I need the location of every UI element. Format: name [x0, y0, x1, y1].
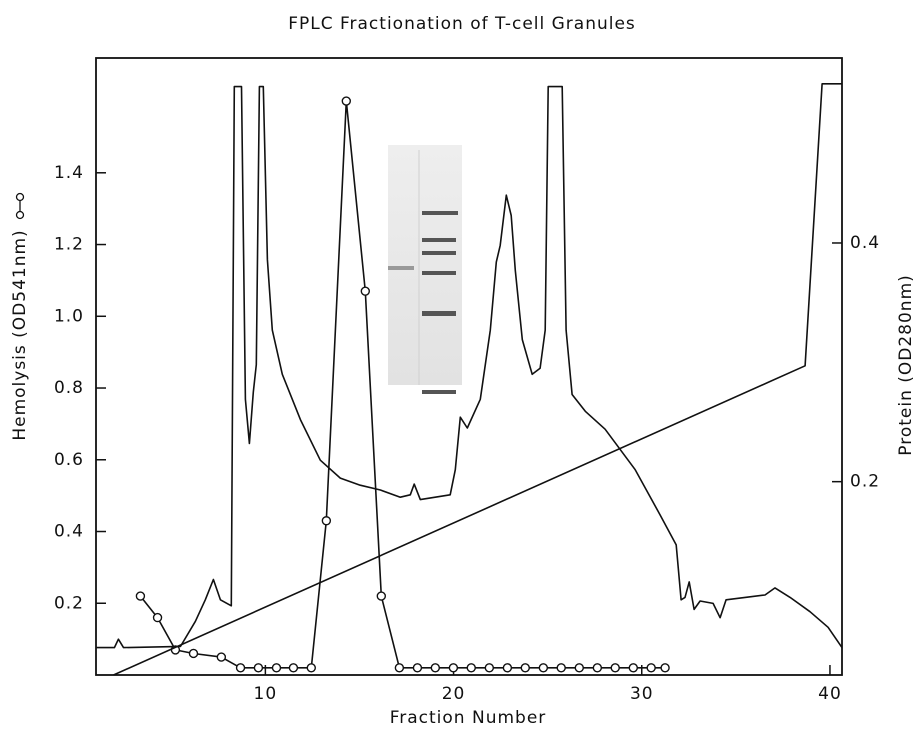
x-axis-label: Fraction Number [390, 708, 547, 728]
data-point [360, 286, 371, 296]
data-point [660, 663, 670, 673]
y-tick-label: 0.2 [54, 593, 84, 613]
data-point [341, 96, 351, 106]
y2-tick-label: 0.4 [850, 233, 880, 253]
x-tick-label: 20 [442, 684, 466, 704]
y-tick-label: 1.4 [54, 163, 84, 183]
gel-inset [388, 145, 462, 394]
data-point [412, 663, 423, 673]
plot-frame [95, 57, 843, 676]
data-point [574, 663, 584, 673]
y-legend-symbol [15, 192, 25, 220]
data-point [628, 663, 638, 673]
data-point [646, 663, 656, 673]
data-point [430, 663, 441, 673]
data-point [448, 663, 459, 673]
y-tick-label: 0.4 [54, 522, 84, 542]
data-point [502, 663, 513, 673]
y-axis-label: Hemolysis (OD541nm) [10, 229, 30, 440]
y-tick-label: 0.8 [54, 378, 84, 398]
data-point [376, 591, 387, 601]
y2-axis-label: Protein (OD280nm) [896, 274, 916, 456]
data-point [306, 663, 316, 673]
data-point [466, 663, 476, 673]
data-point [394, 663, 405, 673]
data-point [592, 663, 603, 673]
x-tick-label: 10 [254, 684, 278, 704]
y-tick-label: 1.2 [54, 235, 84, 255]
data-point [216, 652, 227, 662]
data-point [520, 663, 530, 673]
x-tick-label: 40 [818, 684, 842, 704]
y-tick-label: 0.6 [54, 450, 84, 470]
series-line [113, 83, 842, 676]
data-point [152, 612, 163, 623]
data-point [288, 663, 299, 673]
data-point [538, 663, 549, 673]
y2-tick-label: 0.2 [850, 472, 880, 492]
data-point [135, 591, 146, 601]
data-point [610, 663, 620, 673]
data-point [235, 663, 246, 673]
x-tick-label: 30 [630, 684, 654, 704]
data-point [271, 663, 282, 673]
data-point [556, 663, 566, 673]
series-line [96, 85, 843, 649]
data-point [321, 516, 332, 526]
data-point [253, 663, 264, 673]
data-point [484, 663, 495, 673]
data-point [188, 648, 199, 659]
y-tick-label: 1.0 [54, 306, 84, 326]
chart-title: FPLC Fractionation of T-cell Granules [288, 14, 636, 34]
